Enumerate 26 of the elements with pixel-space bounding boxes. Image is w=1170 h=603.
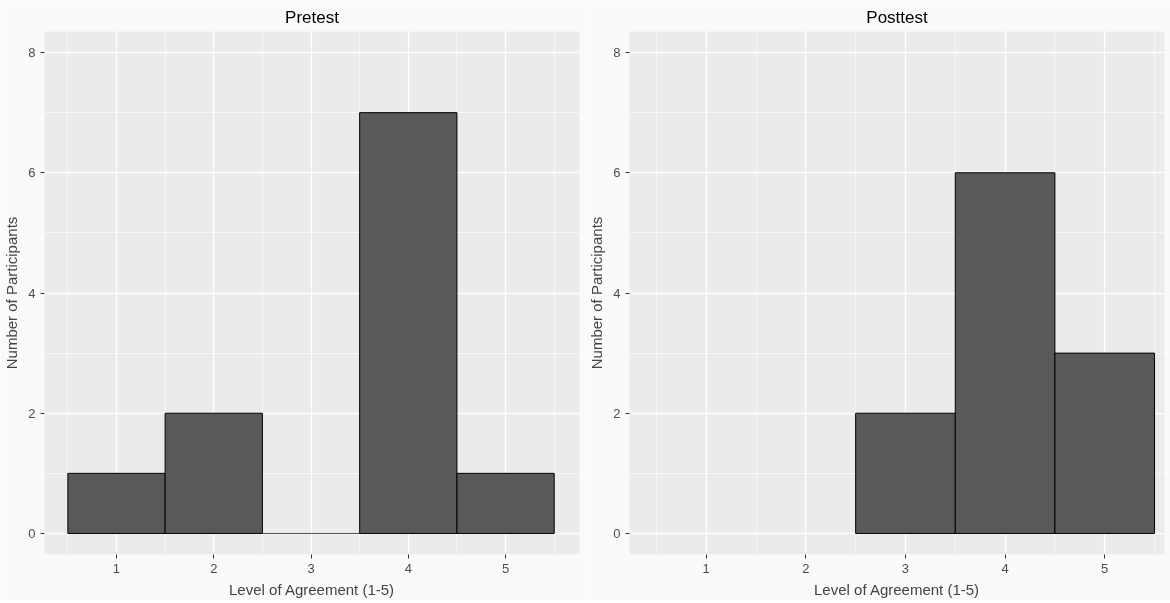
x-tick-label: 3 [901,560,910,576]
x-tick-label: 5 [501,560,510,576]
y-tick-label: 2 [28,405,36,421]
y-tick-label: 4 [28,285,36,301]
y-tick-label: 0 [613,525,621,541]
y-axis-title: Number of Participants [3,216,21,370]
y-tick-label: 8 [613,45,621,61]
x-tick-label: 4 [404,560,412,576]
y-tick-label: 0 [28,525,36,541]
x-tick-label: 2 [210,560,218,576]
x-tick-label: 1 [112,560,121,576]
y-axis-title: Number of Participants [588,216,606,370]
x-tick-label: 4 [1001,560,1009,576]
x-tick-label: 5 [1101,560,1109,576]
y-tick-label: 8 [28,45,36,61]
y-tick-label: 4 [613,285,621,301]
chart-title: Posttest [866,7,928,27]
y-tick-label: 6 [28,165,36,181]
y-tick-label: 6 [613,165,621,181]
x-axis-title: Level of Agreement (1-5) [229,580,395,598]
x-tick-label: 3 [307,560,315,576]
x-tick-label: 2 [802,560,810,576]
x-axis-title: Level of Agreement (1-5) [814,580,980,598]
x-tick-label: 1 [702,560,710,576]
y-tick-label: 2 [613,405,621,421]
chart-title: Pretest [285,7,340,27]
